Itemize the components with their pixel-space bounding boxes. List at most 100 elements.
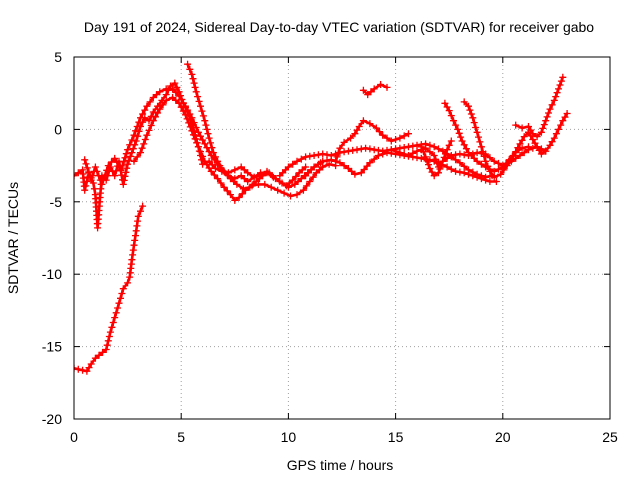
data-point-marker [182, 102, 189, 110]
data-series [74, 60, 571, 375]
data-point-marker [212, 153, 219, 161]
data-point-marker [223, 187, 231, 195]
data-point-marker [244, 169, 252, 177]
data-point-marker [135, 118, 143, 126]
data-point-marker [340, 162, 348, 170]
axes [73, 56, 611, 420]
data-point-marker [91, 354, 99, 362]
data-point-marker [477, 143, 485, 151]
data-point-marker [413, 154, 421, 162]
data-point-marker [87, 360, 95, 368]
series-arc-14 [512, 73, 567, 141]
data-point-marker [292, 173, 300, 180]
data-point-marker [267, 183, 275, 191]
data-point-marker [90, 185, 98, 193]
data-point-marker [191, 83, 199, 91]
data-point-marker [452, 167, 460, 175]
x-tick-label: 5 [177, 429, 185, 445]
data-point-marker [527, 132, 535, 140]
data-point-marker [392, 136, 400, 143]
data-point-marker [134, 217, 142, 225]
data-point-marker [220, 183, 228, 191]
data-point-marker [117, 166, 125, 174]
data-point-marker [469, 172, 477, 180]
data-point-marker [470, 119, 478, 127]
data-point-marker [99, 348, 107, 356]
data-point-marker [477, 160, 485, 168]
data-point-marker [278, 179, 286, 187]
data-point-marker [138, 144, 146, 152]
data-point-marker [512, 148, 520, 156]
data-point-marker [201, 117, 209, 125]
data-point-marker [533, 133, 541, 141]
series-arc-8 [332, 117, 412, 165]
data-point-marker [460, 169, 468, 177]
data-point-marker [130, 157, 138, 165]
data-point-marker [383, 83, 391, 91]
x-tick-label: 25 [602, 429, 618, 445]
data-point-marker [353, 146, 361, 154]
data-point-marker [217, 179, 225, 187]
data-point-marker [563, 110, 571, 117]
data-point-marker [520, 133, 528, 141]
data-point-marker [284, 183, 292, 191]
data-point-marker [120, 176, 128, 184]
data-point-marker [495, 165, 502, 173]
data-point-marker [207, 167, 215, 175]
data-point-marker [89, 172, 97, 180]
tick-labels: 0 5 10 15 20 25 -20 -15 -10 -5 0 5 [42, 49, 618, 445]
data-point-marker [98, 180, 106, 188]
data-point-marker [426, 165, 434, 172]
data-point-marker [235, 194, 243, 201]
data-point-marker [334, 149, 342, 157]
data-point-marker [179, 107, 187, 115]
data-point-marker [82, 160, 90, 168]
y-tick-label: -5 [50, 194, 63, 210]
data-point-marker [95, 351, 103, 359]
data-point-marker [537, 150, 545, 158]
series-arc-11 [417, 137, 455, 180]
data-point-marker [132, 232, 139, 240]
data-point-marker [302, 153, 310, 161]
data-point-marker [531, 139, 539, 147]
data-point-marker [467, 110, 475, 118]
data-point-marker [85, 364, 93, 372]
data-point-marker [199, 152, 207, 160]
data-point-marker [525, 143, 532, 151]
data-point-marker [456, 150, 464, 158]
data-point-marker [546, 105, 554, 113]
data-point-marker [186, 110, 194, 118]
data-point-marker [121, 154, 129, 162]
data-point-marker [396, 149, 404, 157]
data-point-marker [460, 98, 468, 106]
data-point-marker [184, 106, 192, 114]
data-point-marker [362, 144, 370, 152]
data-point-marker [175, 99, 183, 107]
data-point-marker [149, 108, 157, 116]
data-point-marker [480, 152, 488, 160]
data-point-marker [340, 138, 348, 146]
data-point-marker [303, 182, 311, 190]
series-arc-4 [130, 94, 340, 204]
data-point-marker [555, 125, 562, 133]
data-point-marker [310, 152, 318, 159]
data-point-marker [111, 154, 119, 162]
data-point-marker [284, 163, 292, 171]
data-point-marker [227, 191, 234, 199]
data-point-marker [516, 152, 524, 159]
data-point-marker [83, 164, 91, 172]
data-point-marker [208, 144, 216, 152]
data-point-marker [529, 136, 537, 143]
data-point-marker [103, 341, 111, 349]
data-point-marker [195, 97, 203, 105]
data-point-marker [199, 112, 207, 120]
data-point-marker [518, 136, 526, 144]
x-tick-label: 10 [281, 429, 297, 445]
data-point-marker [441, 99, 449, 107]
data-point-marker [392, 147, 400, 155]
data-point-marker [413, 147, 421, 155]
data-point-marker [199, 136, 207, 144]
data-point-marker [559, 73, 567, 81]
data-point-marker [139, 110, 147, 118]
data-point-marker [370, 155, 378, 163]
